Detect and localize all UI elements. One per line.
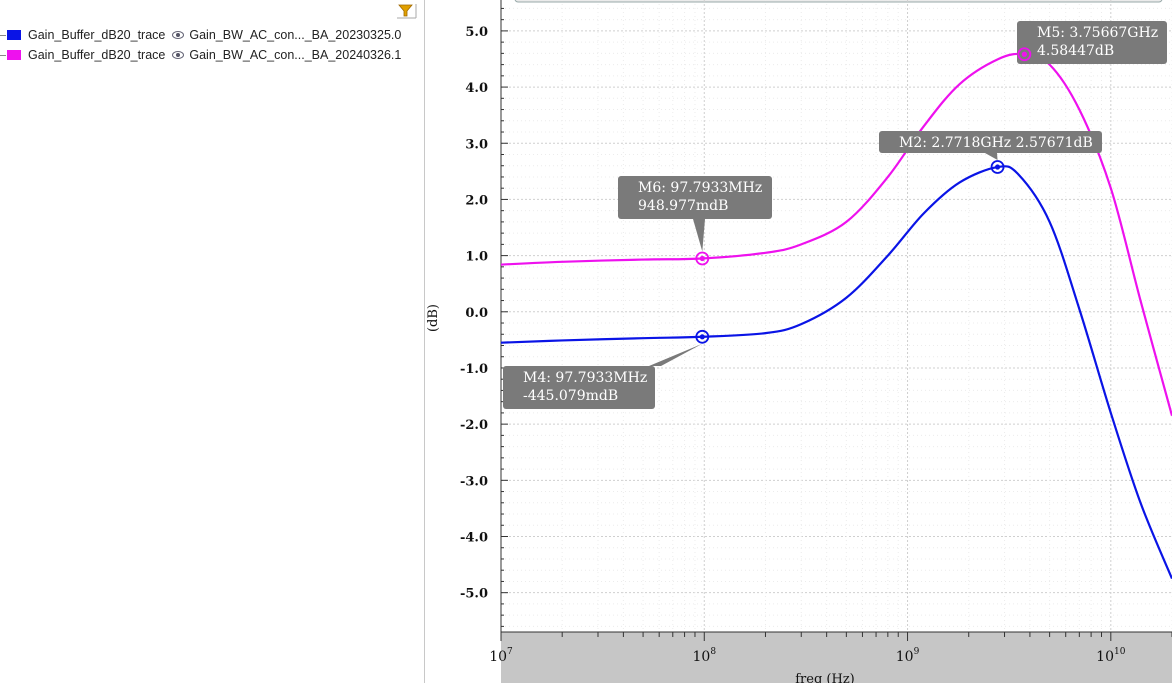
filter-icon[interactable] [396, 3, 418, 19]
gain-chart[interactable]: (dB) freq (Hz) 5.0 4.0 3.0 2.0 1.0 0.0 -1.0 -2.… [425, 0, 1172, 687]
y-tick-label: 4.0 [465, 81, 488, 96]
plot-area[interactable]: (dB) freq (Hz) 5.0 4.0 3.0 2.0 1.0 0.0 -1.0 -2.… [425, 0, 1172, 687]
marker-label-text: M2: 2.7718GHz 2.57671dB [899, 135, 1093, 151]
legend-trace-name: Gain_Buffer_dB20_trace [28, 28, 166, 42]
x-tick-label: 108 [692, 647, 716, 665]
legend-source-name: Gain_BW_AC_con..._BA_20230325.0 [189, 28, 402, 42]
marker-dot [699, 334, 705, 340]
legend-swatch-blue [7, 30, 21, 40]
marker-pointer [985, 153, 998, 161]
marker-label-text: M6: 97.7933MHz [638, 180, 762, 196]
marker-dot [994, 164, 1001, 170]
y-tick-label: 5.0 [465, 25, 488, 40]
y-tick-label: -1.0 [460, 362, 488, 377]
marker-label-text: M4: 97.7933MHz [523, 370, 647, 386]
x-tick-label: 1010 [1096, 647, 1126, 665]
y-tick-label: -3.0 [460, 474, 488, 489]
y-tick-label: 3.0 [465, 137, 488, 152]
legend-trace-name: Gain_Buffer_dB20_trace [28, 48, 166, 62]
legend-swatch-magenta [7, 50, 21, 60]
marker-ring [1017, 47, 1032, 62]
legend-item[interactable]: Gain_Buffer_dB20_trace Gain_BW_AC_con...… [0, 27, 424, 43]
x-axis-band [501, 632, 1172, 683]
y-tick-label: -5.0 [460, 587, 488, 602]
series-line-0 [500, 165, 1172, 580]
marker-label-box [879, 131, 1102, 153]
marker-dot [1021, 51, 1027, 57]
eye-icon[interactable] [172, 29, 185, 41]
marker-ring [695, 251, 710, 266]
marker-label-text: 948.977mdB [638, 198, 728, 214]
marker-label-box [503, 366, 655, 409]
x-tick-label: 107 [489, 647, 513, 665]
y-axis-label: (dB) [426, 304, 441, 332]
x-tick-label: 109 [896, 647, 920, 665]
marker-pointer [649, 343, 703, 366]
series-line-1 [500, 52, 1172, 417]
marker-ring [990, 160, 1005, 174]
y-tick-label: -2.0 [460, 418, 488, 433]
marker-dot [699, 255, 705, 262]
marker-label-text: -445.079mdB [523, 388, 618, 404]
legend-item[interactable]: Gain_Buffer_dB20_trace Gain_BW_AC_con...… [0, 47, 424, 63]
marker-ring [695, 329, 710, 344]
eye-icon[interactable] [172, 49, 185, 61]
plot-title-strip [514, 0, 1163, 3]
legend-dash [0, 34, 6, 36]
legend-source-name: Gain_BW_AC_con..._BA_20240326.1 [189, 48, 402, 62]
y-tick-label: 2.0 [465, 193, 488, 208]
x-axis-label: freq (Hz) [795, 672, 855, 683]
marker-label-text: M5: 3.75667GHz [1037, 25, 1158, 41]
y-tick-label: -4.0 [460, 530, 488, 545]
y-tick-label: 1.0 [465, 250, 488, 265]
legend-dash [0, 54, 6, 56]
legend-panel: Gain_Buffer_dB20_trace Gain_BW_AC_con...… [0, 0, 425, 683]
marker-pointer [693, 219, 705, 252]
marker-label-text: 4.58447dB [1037, 43, 1114, 59]
marker-label-box [618, 176, 772, 219]
y-tick-label: 0.0 [465, 306, 488, 321]
marker-label-box [1017, 21, 1167, 64]
